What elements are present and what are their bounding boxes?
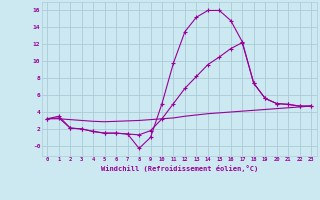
- X-axis label: Windchill (Refroidissement éolien,°C): Windchill (Refroidissement éolien,°C): [100, 165, 258, 172]
